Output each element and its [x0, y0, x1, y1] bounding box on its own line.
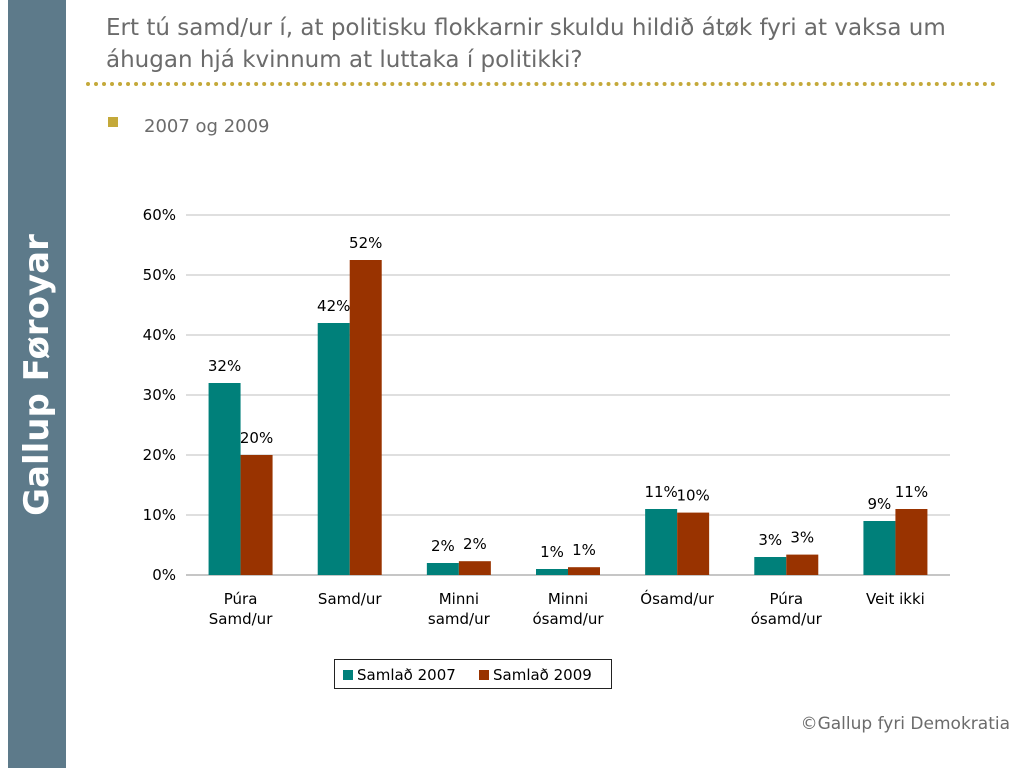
y-tick-label: 40%: [143, 326, 176, 344]
subtitle-text: 2007 og 2009: [144, 116, 270, 137]
x-tick-label: ósamd/ur: [751, 610, 823, 628]
bar-2007: [208, 383, 241, 575]
data-label: 10%: [676, 487, 709, 505]
bar-2009: [349, 260, 382, 575]
data-label: 11%: [895, 483, 928, 501]
x-tick-label: Púra: [224, 590, 258, 608]
data-label: 2%: [463, 535, 487, 553]
bullet-square-icon: [108, 117, 118, 127]
bar-2009: [786, 554, 819, 575]
x-tick-label: Veit ikki: [866, 590, 925, 608]
bar-2007: [754, 557, 787, 575]
x-tick-label: Samd/ur: [318, 590, 382, 608]
data-label: 3%: [790, 529, 814, 547]
data-label: 1%: [572, 541, 596, 559]
legend-label-2009: Samlað 2009: [493, 666, 592, 684]
x-tick-label: Minni: [439, 590, 479, 608]
data-label: 42%: [317, 297, 350, 315]
x-tick-label: Samd/ur: [209, 610, 273, 628]
data-label: 2%: [431, 537, 455, 555]
x-tick-label: Minni: [548, 590, 588, 608]
data-label: 9%: [868, 495, 892, 513]
y-tick-label: 30%: [143, 386, 176, 404]
page-title: Ert tú samd/ur í, at politisku flokkarni…: [106, 15, 946, 73]
y-tick-label: 10%: [143, 506, 176, 524]
bar-2007: [317, 323, 350, 575]
bar-2009: [240, 455, 273, 575]
legend-label-2007: Samlað 2007: [357, 666, 456, 684]
y-tick-label: 50%: [143, 266, 176, 284]
y-tick-label: 20%: [143, 446, 176, 464]
data-label: 11%: [644, 483, 677, 501]
x-tick-label: Ósamd/ur: [640, 589, 715, 608]
bar-2007: [536, 569, 568, 575]
data-label: 3%: [758, 531, 782, 549]
bar-2009: [568, 567, 600, 575]
data-label: 1%: [540, 543, 564, 561]
data-label: 32%: [208, 357, 241, 375]
x-tick-label: samd/ur: [428, 610, 491, 628]
x-tick-label: Púra: [769, 590, 803, 608]
side-band: [8, 0, 66, 768]
chart-legend: Samlað 2007 Samlað 2009: [334, 659, 612, 689]
bar-2007: [426, 563, 459, 575]
data-label: 52%: [349, 234, 382, 252]
bar-2009: [895, 509, 928, 575]
legend-swatch-2009: [479, 670, 489, 680]
footer-credit: ©Gallup fyri Demokratia: [800, 714, 1010, 734]
legend-swatch-2007: [343, 670, 353, 680]
x-tick-label: ósamd/ur: [532, 610, 604, 628]
bar-2007: [645, 509, 678, 575]
y-tick-label: 0%: [152, 566, 176, 584]
data-label: 20%: [240, 429, 273, 447]
bar-2007: [863, 521, 896, 575]
dotted-divider: [86, 82, 996, 86]
bar-2009: [677, 512, 710, 575]
y-tick-label: 60%: [143, 206, 176, 224]
bar-2009: [458, 561, 491, 575]
